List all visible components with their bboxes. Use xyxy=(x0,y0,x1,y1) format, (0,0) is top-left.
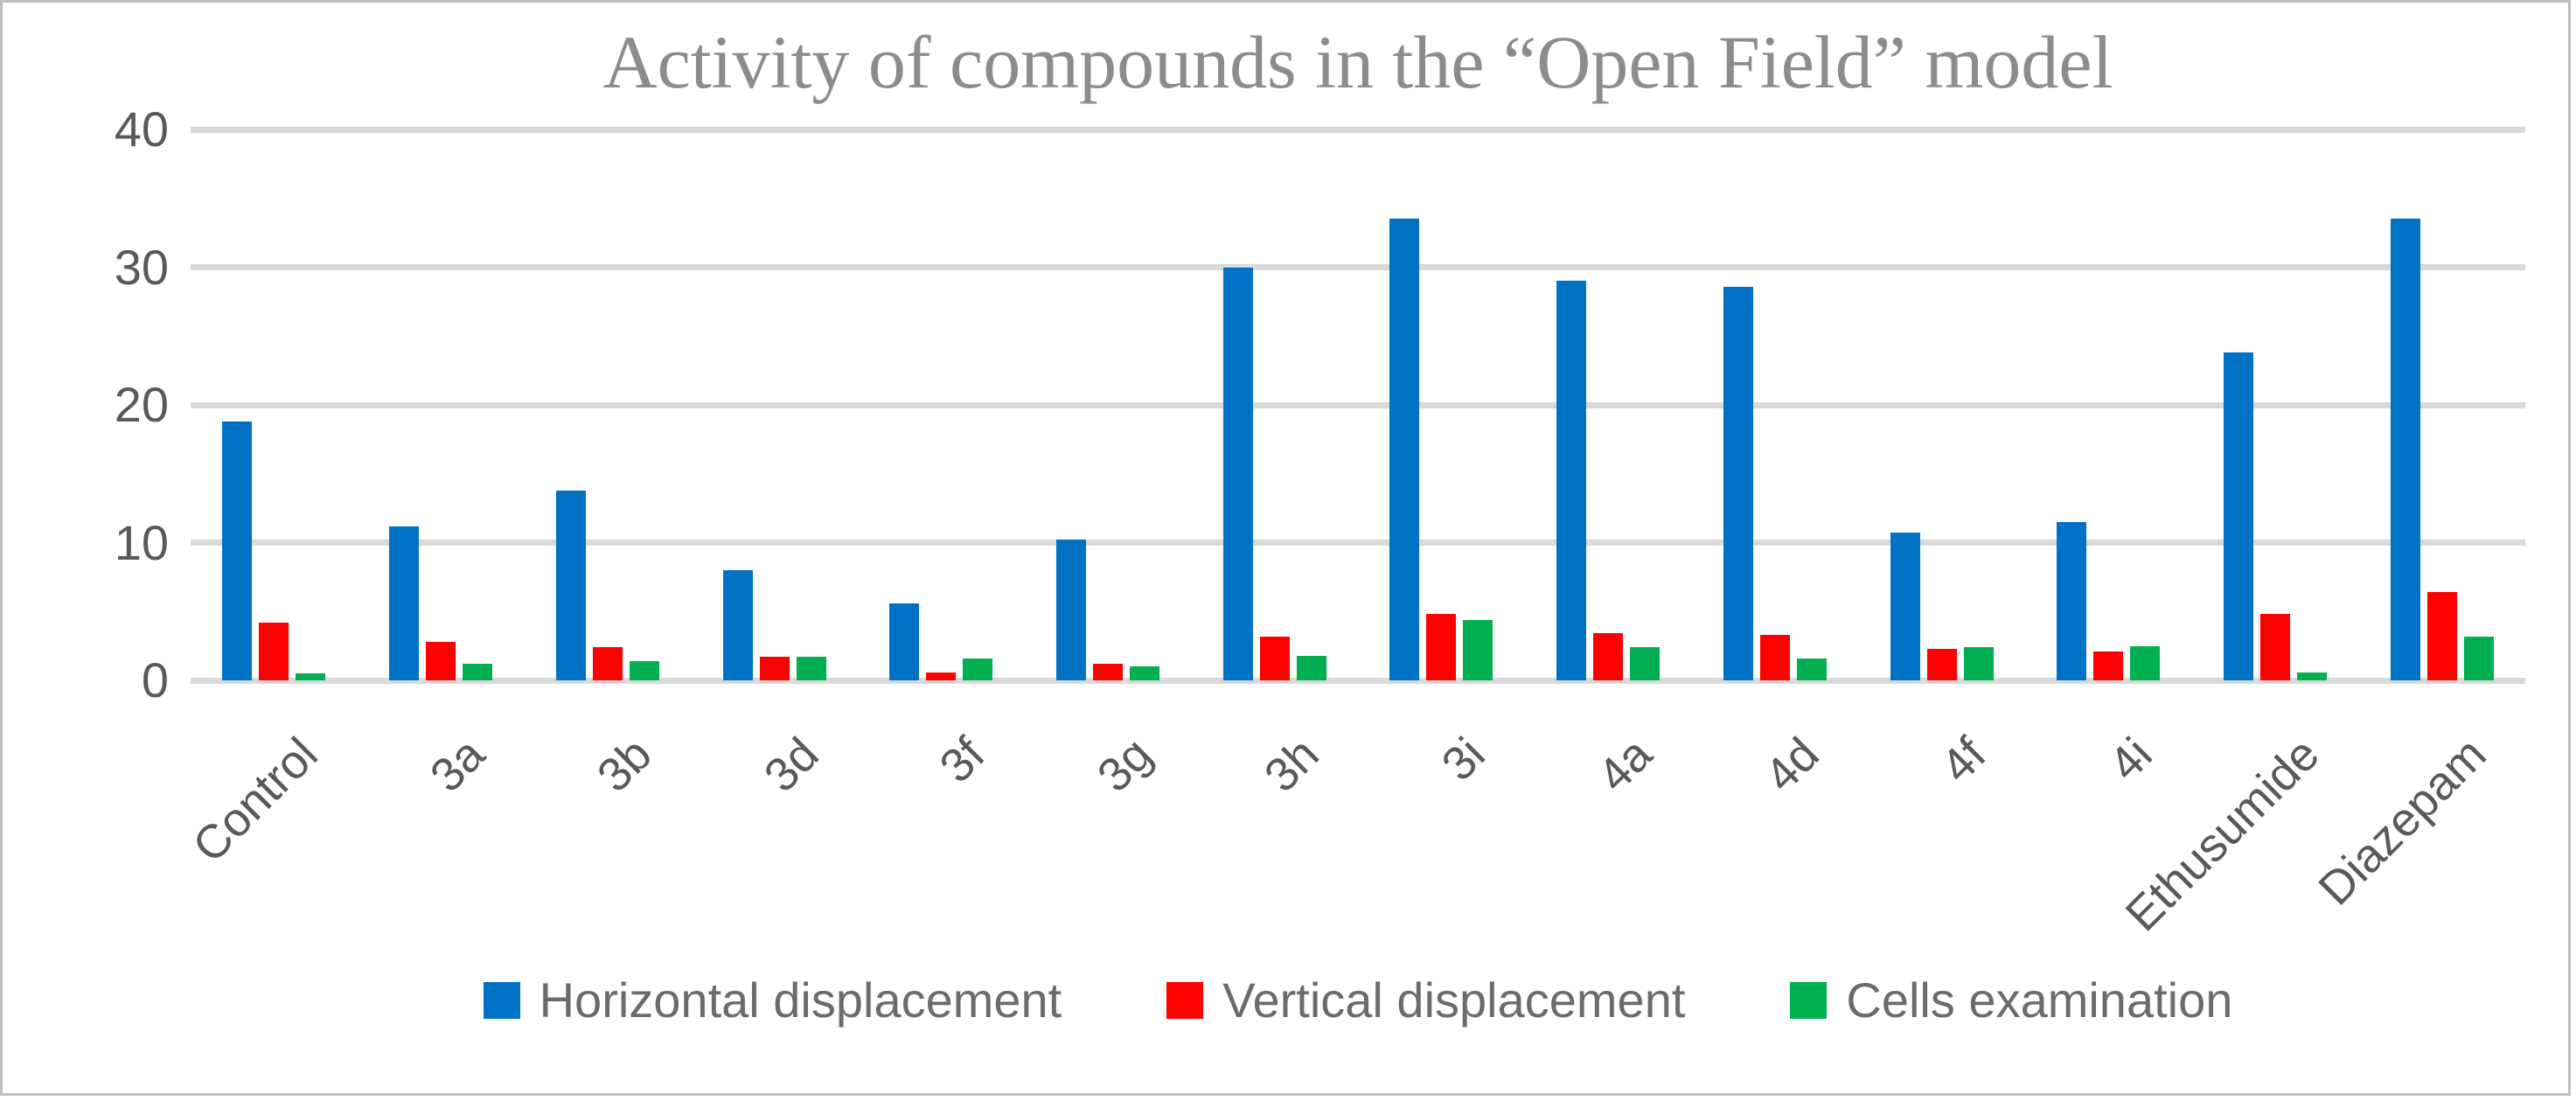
bar-3f-horizontal-displacement xyxy=(889,603,920,680)
bar-Ethusumide-horizontal-displacement xyxy=(2223,352,2253,680)
gridline-y40 xyxy=(191,126,2525,133)
x-tick-label-3f: 3f xyxy=(929,728,995,793)
bar-3b-vertical-displacement xyxy=(592,647,623,680)
x-tick-label-4i: 4i xyxy=(2099,728,2162,791)
bar-4i-vertical-displacement xyxy=(2093,651,2124,680)
bar-Ethusumide-cells-examination xyxy=(2296,672,2327,680)
gridline-y0 xyxy=(191,677,2525,684)
bar-3b-cells-examination xyxy=(629,660,659,680)
legend-swatch-icon xyxy=(1790,981,1828,1019)
x-tick-label-4f: 4f xyxy=(1930,728,1996,793)
legend-swatch-icon xyxy=(483,981,520,1019)
bar-3f-vertical-displacement xyxy=(926,672,957,680)
gridline-y20 xyxy=(191,401,2525,408)
bar-3a-horizontal-displacement xyxy=(389,526,420,680)
bar-3g-horizontal-displacement xyxy=(1055,540,1086,680)
bar-3a-cells-examination xyxy=(463,664,493,680)
bar-3b-horizontal-displacement xyxy=(555,490,586,680)
x-tick-label-3a: 3a xyxy=(420,728,495,803)
bar-4a-cells-examination xyxy=(1630,647,1660,680)
y-tick-label-30: 30 xyxy=(114,239,169,295)
bar-Control-horizontal-displacement xyxy=(222,421,253,680)
bar-4f-horizontal-displacement xyxy=(1890,533,1920,680)
y-tick-label-10: 10 xyxy=(114,514,169,570)
x-tick-label-4a: 4a xyxy=(1587,728,1662,803)
bar-Diazepam-horizontal-displacement xyxy=(2390,219,2420,680)
bar-3a-vertical-displacement xyxy=(426,641,456,680)
legend-label: Cells examination xyxy=(1846,972,2233,1028)
x-tick-label-3b: 3b xyxy=(587,728,662,803)
bar-4d-vertical-displacement xyxy=(1759,635,1790,680)
bar-Control-vertical-displacement xyxy=(259,622,289,680)
bar-4i-cells-examination xyxy=(2130,645,2161,680)
x-tick-label-3g: 3g xyxy=(1087,728,1162,803)
bar-3f-cells-examination xyxy=(963,658,993,680)
gridline-y10 xyxy=(191,540,2525,546)
gridline-y30 xyxy=(191,264,2525,270)
bar-Diazepam-vertical-displacement xyxy=(2426,592,2457,680)
y-tick-label-40: 40 xyxy=(114,101,169,157)
bar-3g-vertical-displacement xyxy=(1092,664,1123,680)
bar-4f-vertical-displacement xyxy=(1926,648,1957,680)
legend-label: Vertical displacement xyxy=(1222,972,1686,1028)
bar-3d-cells-examination xyxy=(796,657,826,680)
x-tick-label-Ethusumide: Ethusumide xyxy=(2115,728,2329,942)
bar-Diazepam-cells-examination xyxy=(2463,636,2494,680)
y-tick-label-20: 20 xyxy=(114,377,169,432)
x-tick-label-4d: 4d xyxy=(1754,728,1829,803)
legend-item-vertical-displacement: Vertical displacement xyxy=(1166,972,1685,1028)
bar-3h-cells-examination xyxy=(1296,655,1326,680)
bar-3d-horizontal-displacement xyxy=(722,570,753,680)
plot-area xyxy=(191,126,2525,684)
legend-item-cells-examination: Cells examination xyxy=(1790,972,2232,1028)
legend: Horizontal displacement Vertical displace… xyxy=(191,972,2525,1028)
x-tick-label-3h: 3h xyxy=(1254,728,1329,803)
bar-3i-cells-examination xyxy=(1463,619,1493,680)
bar-3h-horizontal-displacement xyxy=(1222,267,1253,680)
bar-Control-cells-examination xyxy=(296,673,326,680)
y-tick-label-0: 0 xyxy=(141,652,169,707)
bar-Ethusumide-vertical-displacement xyxy=(2259,614,2290,680)
legend-item-horizontal-displacement: Horizontal displacement xyxy=(483,972,1062,1028)
legend-swatch-icon xyxy=(1166,981,1204,1019)
bar-3h-vertical-displacement xyxy=(1259,636,1290,680)
x-tick-label-3d: 3d xyxy=(754,728,829,803)
x-tick-label-3i: 3i xyxy=(1431,728,1496,791)
bar-4a-horizontal-displacement xyxy=(1556,281,1587,680)
bar-3g-cells-examination xyxy=(1129,666,1159,680)
bar-3i-horizontal-displacement xyxy=(1389,219,1420,680)
x-tick-label-Diazepam: Diazepam xyxy=(2308,728,2496,916)
bar-4i-horizontal-displacement xyxy=(2057,521,2087,680)
bar-3d-vertical-displacement xyxy=(759,657,790,680)
bar-4d-cells-examination xyxy=(1796,658,1827,680)
legend-label: Horizontal displacement xyxy=(539,972,1062,1028)
bar-3i-vertical-displacement xyxy=(1426,614,1457,680)
bar-4a-vertical-displacement xyxy=(1593,633,1624,680)
bar-4d-horizontal-displacement xyxy=(1723,286,1753,680)
chart-title: Activity of compounds in the “Open Field… xyxy=(602,20,2113,104)
bar-4f-cells-examination xyxy=(1963,647,1994,680)
